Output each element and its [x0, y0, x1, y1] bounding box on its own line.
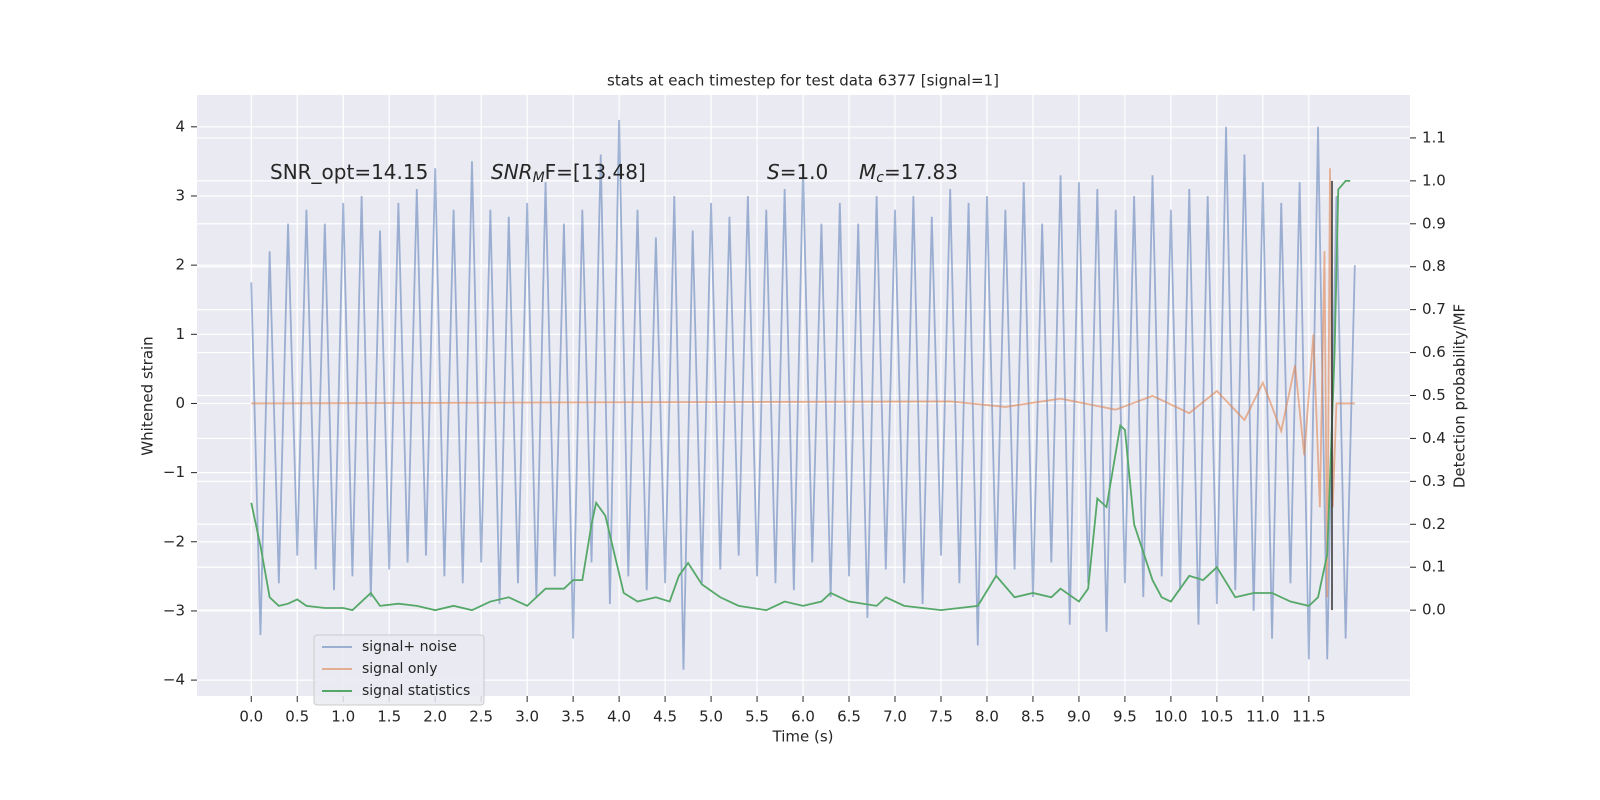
legend-label: signal only — [362, 661, 437, 677]
y-tick-label: −4 — [163, 671, 185, 689]
y-tick-label: 0 — [175, 394, 185, 412]
x-axis-label: Time (s) — [772, 728, 834, 746]
legend-label: signal+ noise — [362, 639, 457, 655]
x-tick-label: 6.5 — [837, 708, 861, 726]
x-tick-label: 7.5 — [929, 708, 953, 726]
x-tick-label: 6.0 — [791, 708, 815, 726]
x-tick-label: 11.5 — [1292, 708, 1325, 726]
y2-tick-label: 0.4 — [1422, 429, 1446, 447]
y2-tick-label: 0.3 — [1422, 472, 1446, 490]
annotation: Mc=17.83 — [859, 160, 958, 187]
y2-tick-label: 0.2 — [1422, 515, 1446, 533]
x-tick-label: 5.5 — [745, 708, 769, 726]
x-tick-label: 7.0 — [883, 708, 907, 726]
x-tick-label: 11.0 — [1246, 708, 1279, 726]
y-axis-label: Whitened strain — [139, 336, 157, 455]
x-tick-label: 2.0 — [423, 708, 447, 726]
y-tick-label: 3 — [175, 186, 185, 204]
annotation-text: M — [859, 160, 876, 184]
x-tick-label: 10.0 — [1154, 708, 1187, 726]
annotation: S=1.0 — [767, 160, 828, 184]
y-tick-label: 4 — [175, 117, 185, 135]
x-tick-label: 0.0 — [239, 708, 263, 726]
x-tick-label: 0.5 — [285, 708, 309, 726]
series-line — [250, 179, 1351, 612]
x-tick-label: 9.0 — [1067, 708, 1091, 726]
series-line — [250, 119, 1356, 670]
series-line — [251, 168, 1355, 598]
y2-tick-label: 0.5 — [1422, 386, 1446, 404]
annotation: SNR_opt=14.15 — [270, 160, 428, 184]
annotation-text: S — [767, 160, 780, 184]
x-tick-label: 8.5 — [1021, 708, 1045, 726]
y-tick-label: 2 — [175, 256, 185, 274]
x-tick-label: 9.5 — [1113, 708, 1137, 726]
x-tick-label: 8.0 — [975, 708, 999, 726]
y2-tick-label: 1.0 — [1422, 171, 1446, 189]
annotation-rest: F=[13.48] — [545, 160, 646, 184]
y-tick-label: −3 — [163, 601, 185, 619]
y-tick-label: −1 — [163, 463, 185, 481]
x-tick-label: 5.0 — [699, 708, 723, 726]
x-tick-label: 10.5 — [1200, 708, 1233, 726]
y-tick-label: 1 — [175, 325, 185, 343]
y2-tick-label: 0.7 — [1422, 300, 1446, 318]
chart-title: stats at each timestep for test data 637… — [607, 72, 999, 90]
x-tick-label: 1.0 — [331, 708, 355, 726]
y2-tick-label: 0.0 — [1422, 601, 1446, 619]
y2-axis-label: Detection probability/MF — [1451, 304, 1469, 488]
y2-tick-label: 0.9 — [1422, 214, 1446, 232]
x-tick-label: 1.5 — [377, 708, 401, 726]
legend-label: signal statistics — [362, 683, 470, 699]
annotation-sub: M — [533, 170, 545, 186]
x-tick-label: 3.0 — [515, 708, 539, 726]
x-tick-label: 4.0 — [607, 708, 631, 726]
legend-box — [313, 634, 485, 706]
annotation-text: SNR — [491, 160, 533, 184]
annotation-text: SNR_opt=14.15 — [270, 160, 428, 184]
y-tick-label: −2 — [163, 532, 185, 550]
y2-tick-label: 0.1 — [1422, 558, 1446, 576]
annotation: SNRMF=[13.48] — [491, 160, 646, 187]
annotation-rest: =1.0 — [780, 160, 829, 184]
annotation-rest: =17.83 — [884, 160, 958, 184]
x-tick-label: 3.5 — [561, 708, 585, 726]
x-tick-label: 4.5 — [653, 708, 677, 726]
annotation-sub: c — [876, 170, 884, 186]
y2-tick-label: 0.8 — [1422, 257, 1446, 275]
y2-tick-label: 1.1 — [1422, 128, 1446, 146]
y2-tick-label: 0.6 — [1422, 343, 1446, 361]
x-tick-label: 2.5 — [469, 708, 493, 726]
